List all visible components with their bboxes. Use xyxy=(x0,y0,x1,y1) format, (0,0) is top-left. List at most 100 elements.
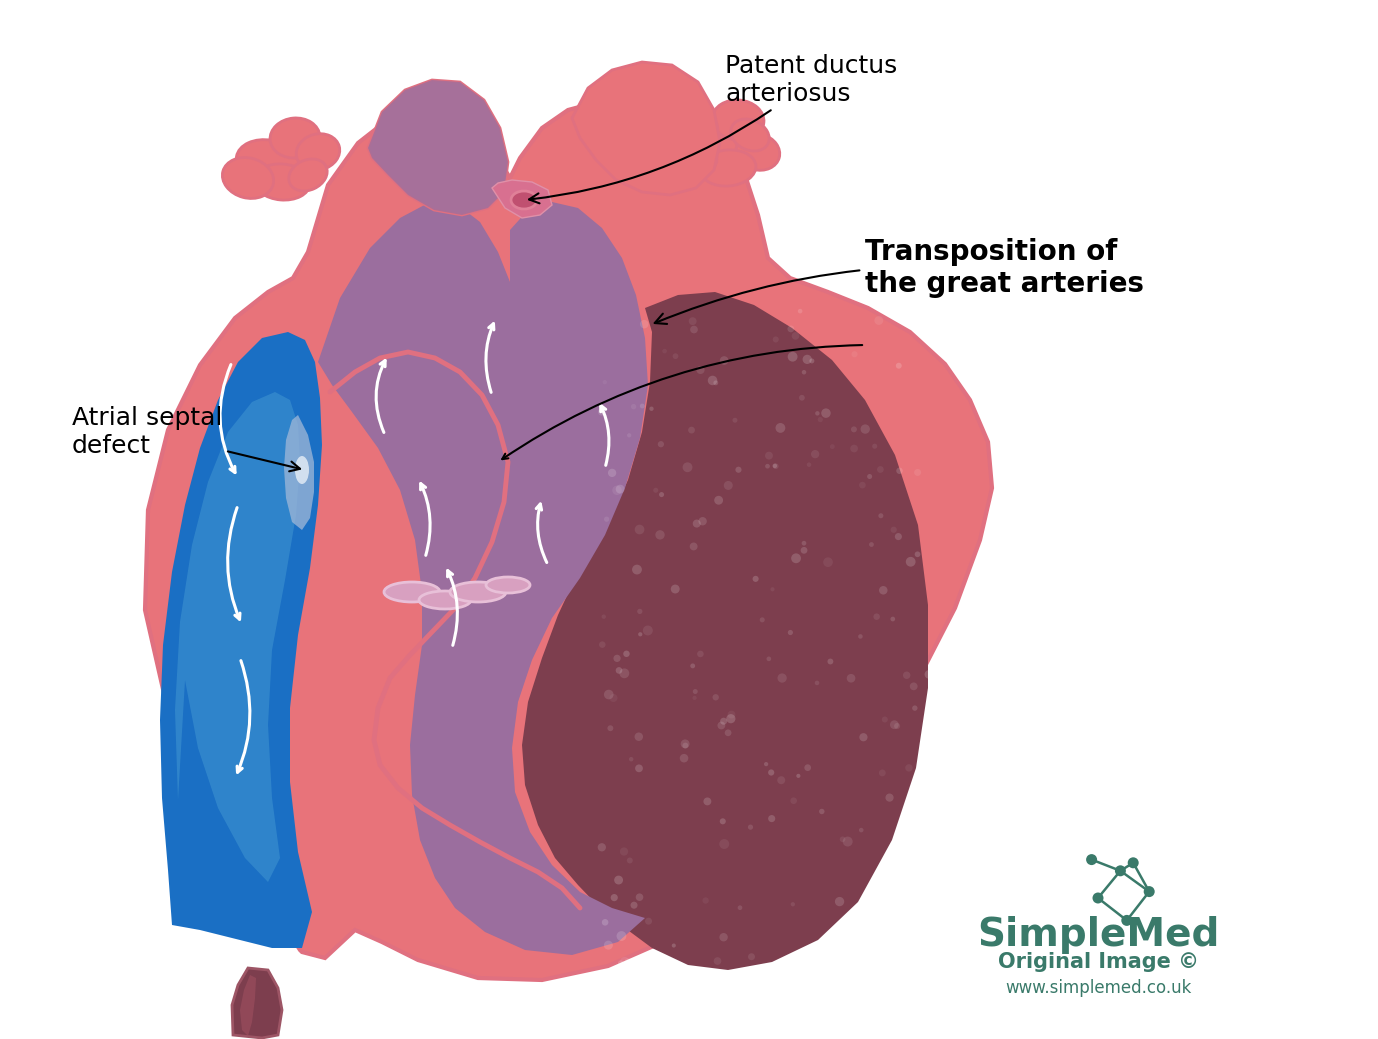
Circle shape xyxy=(896,468,903,474)
Circle shape xyxy=(628,757,634,762)
Circle shape xyxy=(763,762,769,766)
Circle shape xyxy=(879,770,886,776)
Circle shape xyxy=(791,554,801,563)
Ellipse shape xyxy=(736,134,780,170)
Text: SimpleMed: SimpleMed xyxy=(977,916,1220,954)
Circle shape xyxy=(690,542,697,551)
Circle shape xyxy=(903,838,911,847)
Circle shape xyxy=(620,957,628,965)
Circle shape xyxy=(915,870,921,875)
Circle shape xyxy=(864,898,870,904)
Circle shape xyxy=(682,462,692,472)
Circle shape xyxy=(802,354,812,364)
Circle shape xyxy=(608,725,613,731)
Circle shape xyxy=(638,632,642,637)
Circle shape xyxy=(905,764,912,772)
Circle shape xyxy=(659,492,664,497)
Circle shape xyxy=(909,783,918,792)
Circle shape xyxy=(823,557,832,567)
Circle shape xyxy=(693,689,697,694)
Circle shape xyxy=(839,836,846,843)
Circle shape xyxy=(602,920,608,926)
Circle shape xyxy=(598,844,606,851)
Polygon shape xyxy=(145,99,992,980)
Circle shape xyxy=(870,542,874,547)
Circle shape xyxy=(688,427,695,433)
Circle shape xyxy=(612,485,621,495)
Circle shape xyxy=(914,469,921,476)
Circle shape xyxy=(796,774,801,778)
Circle shape xyxy=(836,951,843,958)
Circle shape xyxy=(725,729,732,737)
Circle shape xyxy=(719,933,728,941)
Circle shape xyxy=(723,481,733,490)
Circle shape xyxy=(911,792,919,799)
Circle shape xyxy=(816,411,820,416)
Circle shape xyxy=(770,587,774,591)
Circle shape xyxy=(604,690,613,699)
Circle shape xyxy=(609,694,617,702)
Circle shape xyxy=(876,467,883,473)
Circle shape xyxy=(616,485,624,494)
Circle shape xyxy=(882,909,890,915)
Circle shape xyxy=(858,634,863,639)
Circle shape xyxy=(777,776,785,784)
Polygon shape xyxy=(368,80,508,215)
Ellipse shape xyxy=(384,582,440,602)
Circle shape xyxy=(627,857,633,863)
Circle shape xyxy=(645,917,652,925)
Circle shape xyxy=(721,718,728,725)
Circle shape xyxy=(879,586,887,594)
Polygon shape xyxy=(240,975,256,1036)
Circle shape xyxy=(712,694,719,700)
Ellipse shape xyxy=(681,117,744,162)
Circle shape xyxy=(867,474,872,479)
Circle shape xyxy=(620,668,630,678)
Ellipse shape xyxy=(295,456,309,484)
Circle shape xyxy=(827,659,834,664)
Polygon shape xyxy=(232,968,282,1038)
Circle shape xyxy=(708,376,718,385)
Circle shape xyxy=(863,930,874,940)
Circle shape xyxy=(1093,893,1104,904)
Circle shape xyxy=(671,585,679,593)
Circle shape xyxy=(846,674,856,683)
Circle shape xyxy=(905,935,915,944)
Circle shape xyxy=(858,482,865,488)
Circle shape xyxy=(801,961,805,966)
Circle shape xyxy=(639,320,649,328)
Circle shape xyxy=(860,734,868,742)
Circle shape xyxy=(599,641,605,648)
Circle shape xyxy=(852,351,857,357)
Ellipse shape xyxy=(236,139,300,184)
Circle shape xyxy=(602,614,606,619)
Circle shape xyxy=(639,403,645,408)
Circle shape xyxy=(799,395,805,401)
Circle shape xyxy=(894,533,903,540)
Circle shape xyxy=(714,957,721,965)
Circle shape xyxy=(635,894,644,901)
Circle shape xyxy=(776,423,785,433)
Polygon shape xyxy=(572,62,719,195)
Circle shape xyxy=(909,683,918,690)
Circle shape xyxy=(682,743,689,748)
Circle shape xyxy=(718,721,725,729)
Circle shape xyxy=(657,442,664,448)
Ellipse shape xyxy=(296,134,340,170)
Circle shape xyxy=(663,349,667,353)
Circle shape xyxy=(733,418,737,423)
Circle shape xyxy=(616,931,627,941)
Circle shape xyxy=(697,650,704,658)
Circle shape xyxy=(896,363,901,369)
Circle shape xyxy=(631,902,638,909)
Circle shape xyxy=(787,325,794,332)
Circle shape xyxy=(792,332,799,340)
Circle shape xyxy=(615,876,623,884)
Circle shape xyxy=(728,711,736,718)
Ellipse shape xyxy=(451,582,506,602)
Circle shape xyxy=(860,424,870,433)
Circle shape xyxy=(858,828,864,832)
Circle shape xyxy=(890,527,897,533)
Circle shape xyxy=(608,469,616,477)
Circle shape xyxy=(1122,915,1133,926)
